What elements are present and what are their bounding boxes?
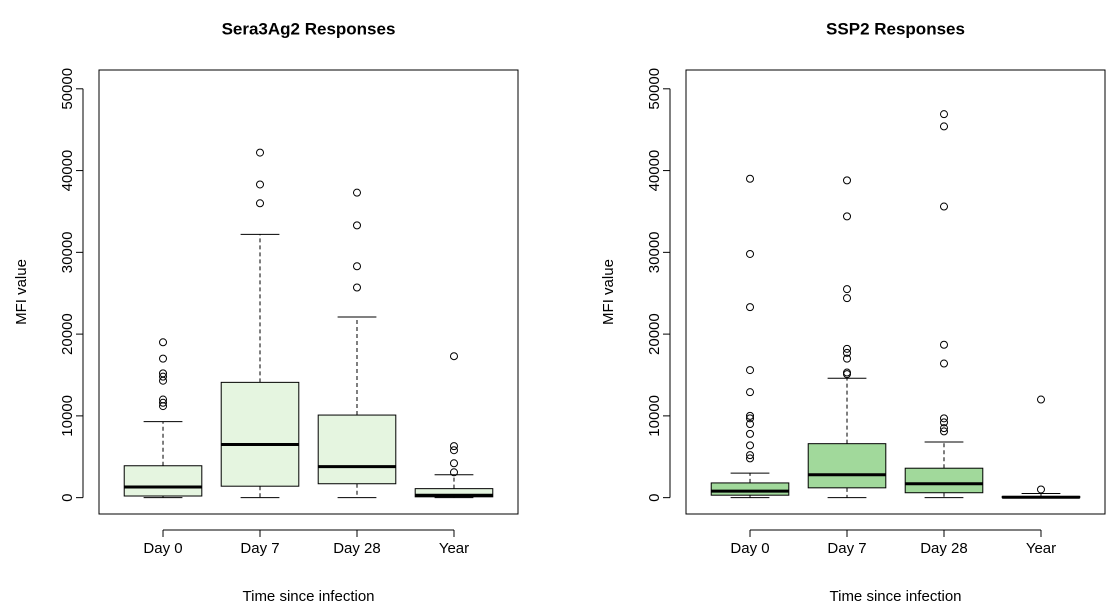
outlier <box>843 348 852 357</box>
outlier <box>449 446 458 455</box>
outlier <box>159 376 168 385</box>
outlier <box>352 283 361 292</box>
x-axis-label: Time since infection <box>830 588 962 605</box>
outlier <box>843 368 852 377</box>
outlier <box>352 262 361 271</box>
x-tick-label: Day 28 <box>333 540 381 557</box>
plot-frame <box>685 69 1106 515</box>
outlier <box>939 122 948 131</box>
outlier <box>449 352 458 361</box>
outlier <box>843 212 852 221</box>
outlier <box>939 110 948 119</box>
outlier <box>256 199 265 208</box>
chart-title: SSP2 Responses <box>826 19 965 38</box>
outlier <box>449 459 458 468</box>
outlier <box>449 442 458 451</box>
outlier <box>843 294 852 303</box>
x-tick-label: Day 7 <box>240 540 279 557</box>
outlier <box>746 303 755 312</box>
x-axis-label: Time since infection <box>243 588 375 605</box>
outlier <box>746 429 755 438</box>
y-axis-label: MFI value <box>600 259 617 325</box>
outlier <box>256 180 265 189</box>
x-tick-label: Day 0 <box>143 540 182 557</box>
outlier <box>1036 395 1045 404</box>
y-tick-label: 10000 <box>59 395 76 437</box>
box <box>710 482 790 496</box>
outlier <box>746 454 755 463</box>
outlier <box>939 427 948 436</box>
outlier <box>939 340 948 349</box>
plot-frame <box>98 69 519 515</box>
outlier <box>843 344 852 353</box>
outlier <box>746 420 755 429</box>
outlier <box>939 202 948 211</box>
outlier <box>939 359 948 368</box>
box <box>807 443 887 489</box>
box <box>904 467 984 494</box>
outlier <box>843 285 852 294</box>
outlier <box>159 398 168 407</box>
y-tick-label: 40000 <box>59 150 76 192</box>
chart-title: Sera3Ag2 Responses <box>222 19 396 38</box>
outlier <box>843 354 852 363</box>
outlier <box>843 176 852 185</box>
box <box>317 414 397 485</box>
x-tick-label: Day 7 <box>827 540 866 557</box>
outlier <box>1036 485 1045 494</box>
x-tick-label: Day 28 <box>920 540 968 557</box>
x-tick-label: Day 0 <box>730 540 769 557</box>
outlier <box>159 338 168 347</box>
outlier <box>843 370 852 379</box>
outlier <box>939 414 948 423</box>
box <box>123 465 203 497</box>
box <box>220 381 300 487</box>
y-tick-label: 40000 <box>646 150 663 192</box>
y-tick-label: 50000 <box>59 68 76 110</box>
outlier <box>746 174 755 183</box>
outlier <box>159 354 168 363</box>
outlier <box>159 402 168 411</box>
outlier <box>352 221 361 230</box>
y-tick-label: 20000 <box>646 313 663 355</box>
outlier <box>449 468 458 477</box>
outlier <box>746 388 755 397</box>
x-tick-label: Year <box>439 540 469 557</box>
y-tick-label: 30000 <box>59 231 76 273</box>
x-tick-label: Year <box>1026 540 1056 557</box>
y-tick-label: 30000 <box>646 231 663 273</box>
outlier <box>746 414 755 423</box>
outlier <box>746 249 755 258</box>
outlier <box>159 372 168 381</box>
y-tick-label: 10000 <box>646 395 663 437</box>
outlier <box>746 366 755 375</box>
outlier <box>352 188 361 197</box>
y-tick-label: 0 <box>646 493 663 501</box>
outlier <box>939 418 948 427</box>
outlier <box>746 451 755 460</box>
y-tick-label: 50000 <box>646 68 663 110</box>
outlier <box>746 441 755 450</box>
y-tick-label: 20000 <box>59 313 76 355</box>
y-tick-label: 0 <box>59 493 76 501</box>
outlier <box>746 411 755 420</box>
outlier <box>939 424 948 433</box>
outlier <box>256 148 265 157</box>
box <box>414 488 494 498</box>
y-axis-label: MFI value <box>13 259 30 325</box>
